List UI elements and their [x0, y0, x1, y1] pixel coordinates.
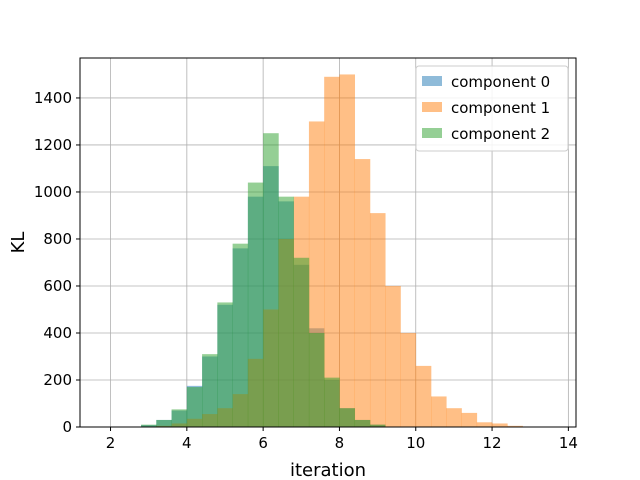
- y-tick-label: 200: [43, 371, 72, 389]
- axis-ticks: 2 4 6 8 10 12 14 0 200 400 600 800 1000 1200 1400: [34, 89, 578, 452]
- histogram-bar: [354, 159, 371, 427]
- x-tick-label: 4: [182, 434, 192, 452]
- histogram-bars: [141, 74, 523, 428]
- histogram-bar: [415, 365, 432, 427]
- x-axis-label: iteration: [290, 460, 366, 480]
- histogram-bar: [385, 285, 401, 427]
- y-tick-label: 1200: [34, 136, 72, 154]
- histogram-bar: [339, 408, 356, 427]
- histogram-bar: [293, 257, 310, 427]
- series-2: [141, 133, 386, 427]
- x-tick-label: 14: [559, 434, 578, 452]
- histogram-bar: [308, 332, 325, 427]
- x-tick-label: 2: [106, 434, 116, 452]
- x-tick-label: 10: [406, 434, 425, 452]
- legend-box: [415, 65, 569, 152]
- y-tick-label: 800: [43, 230, 72, 248]
- histogram-bar: [247, 182, 264, 427]
- x-tick-label: 12: [483, 434, 502, 452]
- histogram-bar: [217, 302, 233, 427]
- histogram-bar: [171, 409, 188, 427]
- histogram-bar: [263, 133, 279, 427]
- histogram-bar: [400, 332, 417, 427]
- legend-swatch: [422, 102, 442, 112]
- histogram-bar: [354, 419, 371, 427]
- y-tick-label: 1000: [34, 183, 72, 201]
- histogram-bar: [492, 423, 508, 427]
- histogram-bar: [324, 76, 340, 427]
- plot-frame: [79, 57, 577, 428]
- histogram-bar: [186, 387, 203, 427]
- histogram-bar: [369, 424, 386, 427]
- histogram-bar: [278, 196, 294, 427]
- y-tick-label: 1400: [34, 89, 72, 107]
- histogram-bar: [202, 354, 218, 427]
- histogram-bar: [476, 422, 493, 427]
- histogram-bar: [324, 377, 340, 427]
- histogram-bar: [156, 419, 172, 427]
- histogram-bar: [507, 425, 523, 427]
- histogram-bar: [461, 412, 478, 427]
- legend-label: component 0: [451, 73, 550, 91]
- histogram-bar: [431, 396, 447, 427]
- histogram-bar: [369, 213, 386, 427]
- y-tick-label: 400: [43, 324, 72, 342]
- x-tick-label: 8: [335, 434, 345, 452]
- legend-label: component 1: [451, 99, 550, 117]
- y-tick-label: 0: [62, 418, 72, 436]
- legend-swatch: [422, 76, 442, 86]
- legend: component 0 component 1 component 2: [415, 65, 569, 152]
- histogram-bar: [232, 243, 249, 427]
- histogram-bar: [339, 74, 356, 427]
- y-tick-label: 600: [43, 277, 72, 295]
- legend-label: component 2: [451, 125, 550, 143]
- legend-swatch: [422, 128, 442, 138]
- histogram-bar: [446, 408, 462, 427]
- y-axis-label: KL: [8, 232, 29, 254]
- x-tick-label: 6: [258, 434, 268, 452]
- histogram-bar: [141, 424, 157, 427]
